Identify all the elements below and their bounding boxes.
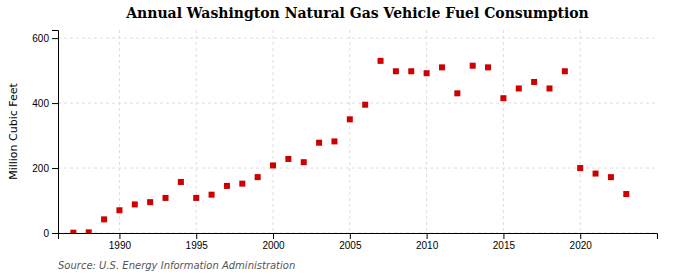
point <box>316 140 322 146</box>
point <box>239 181 245 187</box>
point <box>362 102 368 108</box>
tick-mark <box>273 233 274 239</box>
tick-label: 1990 <box>109 240 132 251</box>
tick-label: 2020 <box>570 240 593 251</box>
point <box>347 116 353 122</box>
point <box>285 156 291 162</box>
tick-label: 0 <box>43 228 49 239</box>
point <box>577 165 583 171</box>
tick-mark <box>580 233 581 239</box>
grid-line <box>119 30 120 233</box>
point <box>393 68 399 74</box>
point <box>608 174 614 180</box>
point <box>593 171 599 177</box>
y-axis: 0 200 400 600 <box>32 31 58 239</box>
point <box>224 183 230 189</box>
point <box>516 85 522 91</box>
tick: 2000 <box>262 233 285 251</box>
points <box>70 58 629 233</box>
tick: 1990 <box>109 233 132 251</box>
tick-mark <box>196 233 197 239</box>
point <box>163 195 169 201</box>
tick-mark <box>52 103 58 104</box>
grid-line <box>58 38 657 39</box>
grid-line <box>503 30 504 233</box>
point <box>623 191 629 197</box>
point <box>147 199 153 205</box>
point <box>424 70 430 76</box>
grid-line <box>58 103 657 104</box>
tick-label: 2005 <box>339 240 362 251</box>
tick-label: 1995 <box>186 240 209 251</box>
grid-line <box>58 168 657 169</box>
tick-mark <box>503 233 504 239</box>
tick-mark <box>52 38 58 39</box>
tick: 200 <box>32 163 58 174</box>
grid-line <box>580 30 581 233</box>
point <box>209 192 215 198</box>
y-axis-title: Million Cubic Feet <box>7 82 20 179</box>
point <box>178 179 184 185</box>
point <box>70 230 76 233</box>
tick: 0 <box>43 228 58 239</box>
point <box>86 229 92 233</box>
chart: 1990 1995 2000 2005 2010 2015 2020 0 200 400 600 An… <box>0 0 675 275</box>
point <box>485 64 491 70</box>
tick-mark <box>119 233 120 239</box>
tick-label: 2015 <box>493 240 516 251</box>
tick-label: 200 <box>32 163 49 174</box>
point <box>193 195 199 201</box>
tick: 2010 <box>416 233 439 251</box>
tick: 400 <box>32 98 58 109</box>
axis-line <box>59 234 658 240</box>
point <box>255 174 261 180</box>
tick-label: 600 <box>32 33 49 44</box>
point <box>439 64 445 70</box>
point <box>470 63 476 69</box>
point <box>331 138 337 144</box>
point <box>101 216 107 222</box>
grid-line <box>349 30 350 233</box>
tick-mark <box>52 233 58 234</box>
grid-line <box>426 30 427 233</box>
title: Annual Washington Natural Gas Vehicle Fu… <box>125 5 589 21</box>
point <box>270 162 276 168</box>
tick: 600 <box>32 33 58 44</box>
point <box>500 95 506 101</box>
point <box>378 58 384 64</box>
point <box>301 159 307 165</box>
tick-label: 400 <box>32 98 49 109</box>
tick: 2020 <box>570 233 593 251</box>
point <box>546 85 552 91</box>
point <box>562 68 568 74</box>
tick-label: 2000 <box>262 240 285 251</box>
tick-mark <box>350 233 351 239</box>
point <box>132 201 138 207</box>
tick-mark <box>427 233 428 239</box>
tick-label: 2010 <box>416 240 439 251</box>
grid <box>58 30 657 233</box>
point <box>116 207 122 213</box>
tick-mark <box>52 168 58 169</box>
point <box>454 90 460 96</box>
grid-line <box>196 30 197 233</box>
plot: 1990 1995 2000 2005 2010 2015 2020 0 200 400 600 <box>32 30 657 251</box>
x-axis: 1990 1995 2000 2005 2010 2015 2020 <box>59 233 658 251</box>
axis-line <box>52 31 59 234</box>
tick: 2005 <box>339 233 362 251</box>
point <box>408 68 414 74</box>
tick: 2015 <box>493 233 516 251</box>
point <box>531 79 537 85</box>
annotation: Source: U.S. Energy Information Administ… <box>58 260 295 271</box>
grid-line <box>273 30 274 233</box>
tick: 1995 <box>186 233 209 251</box>
